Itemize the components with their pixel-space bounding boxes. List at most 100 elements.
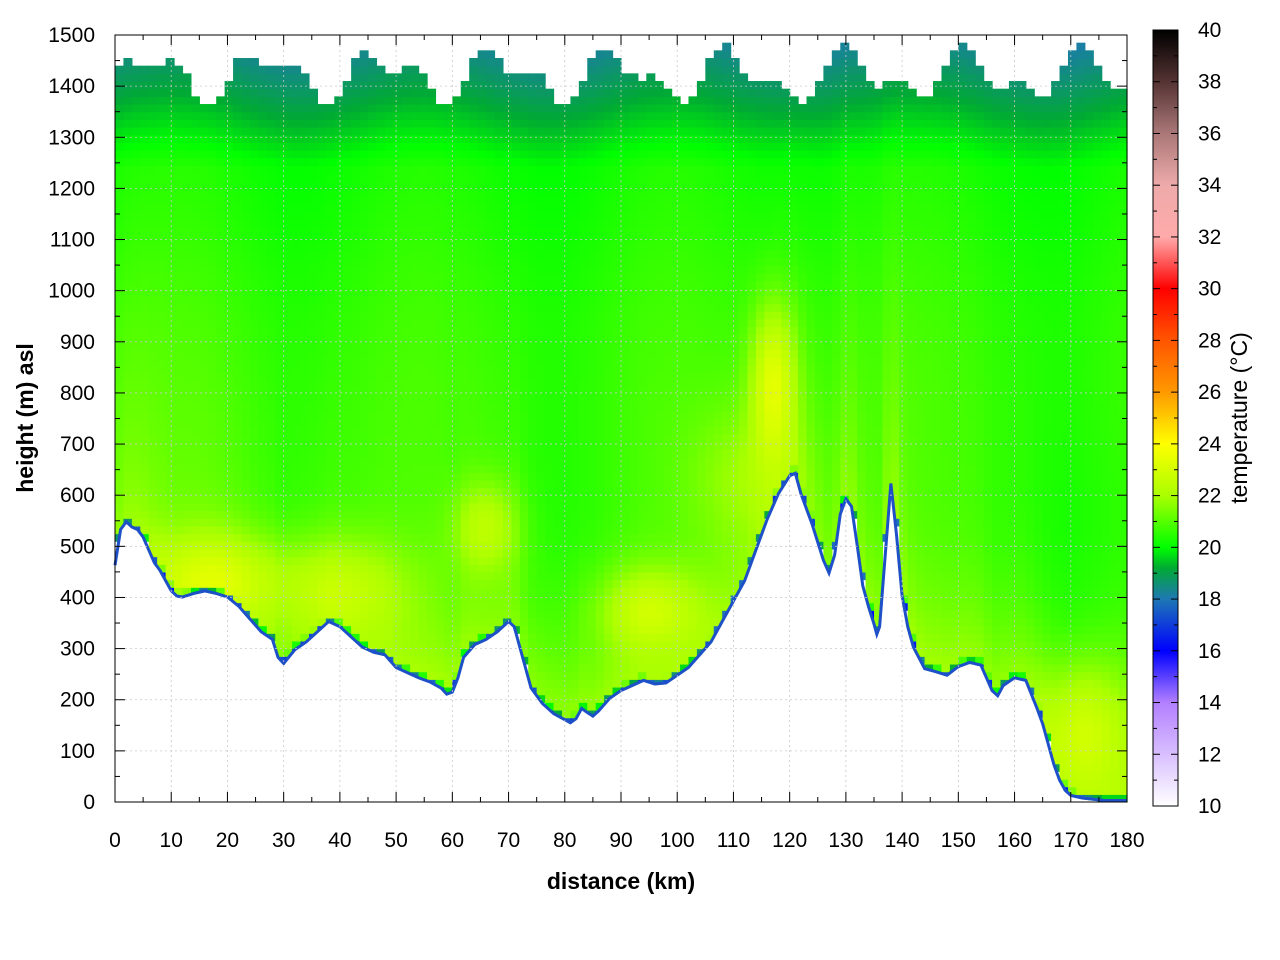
temperature-cell (334, 541, 344, 550)
temperature-cell (241, 173, 251, 182)
temperature-cell (393, 157, 403, 166)
temperature-cell (368, 472, 378, 481)
temperature-cell (536, 334, 546, 343)
temperature-cell (393, 556, 403, 565)
temperature-cell (275, 188, 285, 197)
temperature-cell (519, 403, 529, 412)
temperature-cell (325, 104, 335, 113)
temperature-cell (148, 510, 158, 519)
temperature-cell (477, 418, 487, 427)
temperature-cell (266, 104, 276, 113)
temperature-cell (427, 150, 437, 159)
temperature-cell (435, 518, 445, 527)
temperature-cell (283, 272, 293, 282)
temperature-cell (427, 525, 437, 535)
temperature-cell (165, 288, 175, 297)
temperature-cell (199, 564, 209, 573)
temperature-cell (115, 326, 125, 335)
temperature-cell (528, 226, 538, 236)
temperature-cell (131, 372, 141, 381)
temperature-cell (570, 272, 580, 282)
temperature-cell (115, 357, 125, 366)
temperature-cell (637, 150, 647, 159)
temperature-cell (207, 487, 217, 496)
temperature-cell (604, 571, 614, 581)
temperature-cell (393, 180, 403, 189)
temperature-cell (283, 541, 293, 550)
temperature-cell (621, 349, 631, 358)
temperature-cell (629, 357, 639, 366)
temperature-cell (519, 173, 529, 182)
temperature-cell (224, 311, 234, 320)
temperature-cell (570, 548, 580, 558)
temperature-cell (494, 372, 504, 381)
temperature-cell (528, 510, 538, 519)
temperature-cell (604, 602, 614, 611)
temperature-cell (519, 334, 529, 343)
temperature-cell (595, 288, 605, 297)
temperature-cell (148, 226, 158, 236)
temperature-cell (199, 372, 209, 381)
temperature-cell (174, 288, 184, 297)
temperature-cell (174, 479, 184, 489)
temperature-cell (570, 104, 580, 113)
temperature-cell (486, 594, 496, 604)
temperature-cell (469, 349, 479, 358)
temperature-cell (561, 671, 571, 680)
temperature-cell (629, 280, 639, 289)
temperature-cell (663, 464, 673, 473)
temperature-cell (258, 571, 268, 581)
temperature-cell (292, 234, 302, 243)
temperature-cell (207, 533, 217, 542)
temperature-cell (637, 165, 647, 174)
temperature-cell (629, 173, 639, 182)
temperature-cell (216, 326, 226, 335)
temperature-cell (427, 226, 437, 236)
temperature-cell (502, 334, 512, 343)
temperature-cell (502, 219, 512, 228)
temperature-cell (308, 594, 318, 604)
temperature-cell (351, 196, 361, 205)
temperature-cell (140, 165, 150, 174)
temperature-cell (587, 495, 597, 504)
temperature-cell (528, 111, 538, 120)
temperature-cell (418, 418, 428, 427)
temperature-cell (443, 679, 453, 688)
temperature-cell (233, 418, 243, 427)
temperature-cell (587, 464, 597, 473)
temperature-cell (637, 533, 647, 542)
temperature-cell (216, 150, 226, 159)
temperature-cell (637, 587, 647, 596)
temperature-cell (578, 380, 588, 389)
temperature-cell (376, 242, 386, 251)
temperature-cell (275, 150, 285, 159)
temperature-cell (604, 456, 614, 466)
temperature-cell (528, 564, 538, 573)
temperature-cell (587, 702, 597, 711)
temperature-cell (646, 487, 656, 496)
temperature-cell (612, 433, 622, 443)
temperature-cell (249, 249, 259, 259)
temperature-cell (258, 479, 268, 489)
temperature-cell (233, 571, 243, 581)
temperature-cell (292, 326, 302, 335)
temperature-cell (452, 295, 462, 305)
temperature-cell (342, 311, 352, 320)
temperature-cell (545, 295, 555, 305)
temperature-cell (595, 81, 605, 90)
temperature-cell (224, 472, 234, 481)
temperature-cell (241, 364, 251, 374)
temperature-cell (368, 157, 378, 166)
temperature-cell (646, 426, 656, 435)
temperature-cell (536, 96, 546, 105)
temperature-cell (334, 119, 344, 128)
temperature-cell (519, 219, 529, 228)
temperature-cell (621, 594, 631, 604)
temperature-cell (224, 364, 234, 374)
temperature-cell (393, 196, 403, 205)
temperature-cell (671, 426, 681, 435)
temperature-cell (612, 479, 622, 489)
temperature-cell (224, 272, 234, 282)
temperature-cell (519, 372, 529, 381)
temperature-cell (317, 119, 327, 128)
